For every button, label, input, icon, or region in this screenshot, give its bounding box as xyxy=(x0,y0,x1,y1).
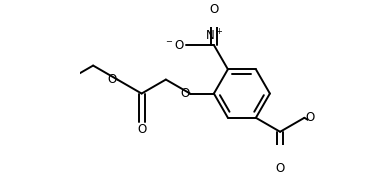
Text: O: O xyxy=(305,111,314,124)
Text: O: O xyxy=(209,3,218,16)
Text: O: O xyxy=(137,123,146,136)
Text: N$^+$: N$^+$ xyxy=(205,28,224,43)
Text: O: O xyxy=(180,87,189,100)
Text: $^-$O: $^-$O xyxy=(164,39,185,52)
Text: O: O xyxy=(275,162,285,175)
Text: O: O xyxy=(107,73,117,86)
